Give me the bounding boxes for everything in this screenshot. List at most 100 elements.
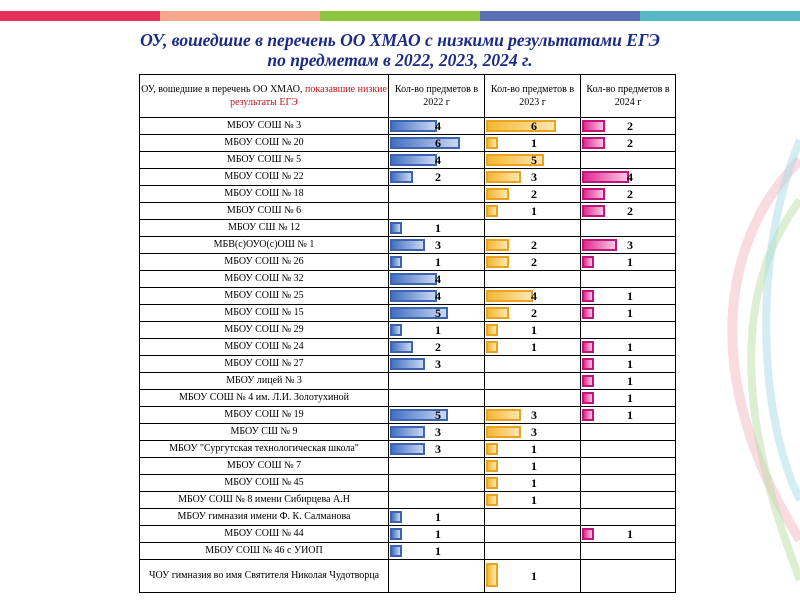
bar-2023 [486,290,533,302]
cell-2024 [580,151,676,169]
data-label-2022: 2 [435,170,441,184]
bar-2023 [486,460,498,472]
stripe-4 [480,11,640,21]
bar-2022 [390,511,402,523]
cell-2022: 1 [388,321,485,339]
school-name: МБОУ "Сургутская технологическая школа" [139,440,389,458]
cell-2022: 4 [388,117,485,135]
cell-2023 [484,270,581,288]
school-name: МБОУ СОШ № 18 [139,185,389,203]
cell-2023 [484,508,581,526]
cell-2024 [580,508,676,526]
table-row: МБОУ СОШ № 20 6 1 2 [139,134,676,152]
bar-2023 [486,154,545,166]
header-2022: Кол-во предметов в 2022 г [388,74,485,118]
data-label-2024: 1 [627,391,633,405]
school-name: МБОУ СОШ № 4 им. Л.И. Золотухиной [139,389,389,407]
cell-2024: 1 [580,287,676,305]
bar-2024 [582,375,594,387]
school-name: МБОУ СОШ № 5 [139,151,389,169]
bar-2023 [486,205,498,217]
table-row: МБОУ СОШ № 19 5 3 1 [139,406,676,424]
bar-2022 [390,307,449,319]
results-table: ОУ, вошедшие в перечень ОО ХМАО, показав… [139,74,676,593]
cell-2023: 5 [484,151,581,169]
bar-2023 [486,171,521,183]
school-name: МБВ(с)ОУО(с)ОШ № 1 [139,236,389,254]
table-row: МБОУ СШ № 12 1 [139,219,676,237]
data-label-2023: 3 [531,170,537,184]
bar-2024 [582,409,594,421]
data-label-2023: 4 [531,289,537,303]
cell-2024: 1 [580,406,676,424]
cell-2024: 2 [580,202,676,220]
table-row: МБОУ СОШ № 5 4 5 [139,151,676,169]
cell-2022: 4 [388,151,485,169]
bar-2023 [486,120,556,132]
bar-2022 [390,443,425,455]
cell-2023: 3 [484,423,581,441]
cell-2022 [388,372,485,390]
table-row: МБОУ СОШ № 6 1 2 [139,202,676,220]
cell-2023: 1 [484,474,581,492]
cell-2024: 1 [580,253,676,271]
data-label-2024: 1 [627,374,633,388]
table-row: МБОУ СОШ № 8 имени Сибирцева А.Н 1 [139,491,676,509]
cell-2023: 2 [484,253,581,271]
data-label-2022: 4 [435,153,441,167]
cell-2024 [580,423,676,441]
cell-2023 [484,525,581,543]
bar-2023 [486,256,510,268]
school-name: МБОУ СОШ № 46 с УИОП [139,542,389,560]
cell-2023: 1 [484,440,581,458]
cell-2023: 1 [484,202,581,220]
cell-2023: 1 [484,457,581,475]
school-name: МБОУ СОШ № 44 [139,525,389,543]
cell-2024 [580,559,676,593]
table-row: МБОУ СШ № 9 3 3 [139,423,676,441]
header-2024: Кол-во предметов в 2024 г [580,74,676,118]
table-row: МБОУ "Сургутская технологическая школа" 3… [139,440,676,458]
data-label-2022: 1 [435,221,441,235]
school-name: МБОУ СОШ № 19 [139,406,389,424]
data-label-2023: 3 [531,425,537,439]
cell-2024 [580,270,676,288]
header-school-highlight: показавшие низкие результаты ЕГЭ [230,84,387,108]
table-row: МБОУ СОШ № 29 1 1 [139,321,676,339]
data-label-2022: 5 [435,306,441,320]
school-name: МБОУ СОШ № 27 [139,355,389,373]
data-label-2023: 1 [531,476,537,490]
school-name: МБОУ гимназия имени Ф. К. Салманова [139,508,389,526]
table-row: МБОУ СОШ № 15 5 2 1 [139,304,676,322]
school-name: МБОУ СОШ № 7 [139,457,389,475]
bar-2023 [486,324,498,336]
data-label-2024: 2 [627,119,633,133]
school-name: ЧОУ гимназия во имя Святителя Николая Чу… [139,559,389,593]
bar-2022 [390,256,402,268]
decorative-swirl [727,138,800,582]
top-color-stripes [0,11,800,21]
data-label-2022: 3 [435,357,441,371]
cell-2022: 2 [388,168,485,186]
data-label-2023: 1 [531,136,537,150]
data-label-2023: 1 [531,323,537,337]
data-label-2024: 1 [627,527,633,541]
cell-2024: 4 [580,168,676,186]
cell-2023: 1 [484,321,581,339]
table-row: МБОУ СОШ № 24 2 1 1 [139,338,676,356]
bar-2024 [582,392,594,404]
data-label-2023: 1 [531,442,537,456]
data-label-2022: 2 [435,340,441,354]
bar-2022 [390,120,437,132]
cell-2023: 2 [484,304,581,322]
cell-2024: 1 [580,338,676,356]
bar-2024 [582,205,606,217]
cell-2022 [388,389,485,407]
cell-2022 [388,491,485,509]
cell-2024 [580,321,676,339]
bar-2022 [390,239,425,251]
cell-2023: 1 [484,559,581,593]
cell-2022 [388,474,485,492]
cell-2023: 2 [484,236,581,254]
data-label-2023: 1 [531,493,537,507]
